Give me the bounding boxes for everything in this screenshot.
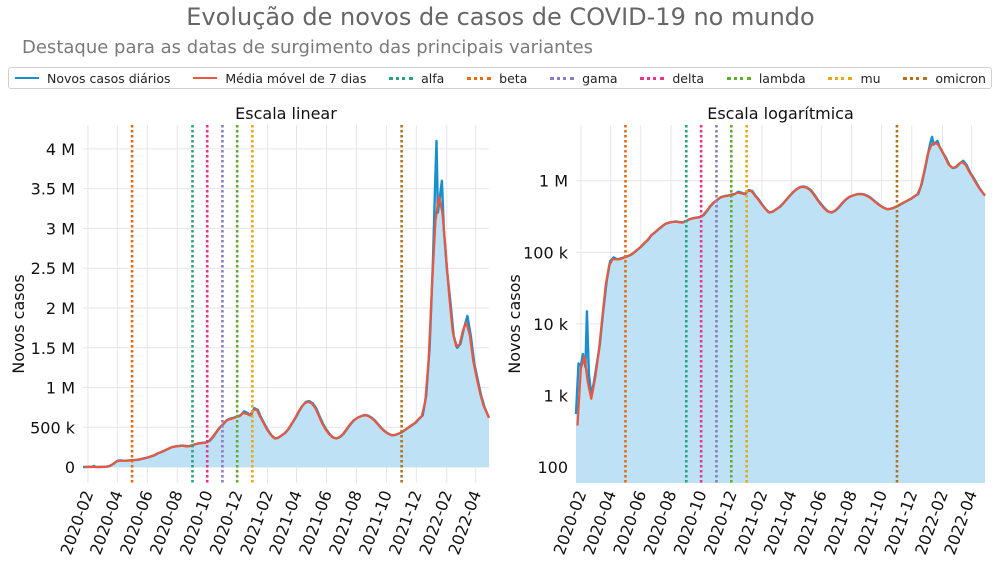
legend-swatch-gama <box>550 76 575 80</box>
legend-label: mu <box>860 70 881 86</box>
chart-title: Evolução de novos de casos de COVID-19 n… <box>186 3 815 31</box>
y-tick-label: 4 M <box>46 140 75 159</box>
moving-average-line <box>576 141 986 426</box>
panel-title: Escala linear <box>235 104 337 123</box>
y-tick-label: 3 M <box>46 219 75 238</box>
y-tick-label: 2.5 M <box>31 259 75 278</box>
legend-swatch-lambda <box>726 76 751 80</box>
daily-cases-area <box>83 140 489 468</box>
legend-label: beta <box>499 70 528 86</box>
legend-swatch-daily-cases <box>15 77 39 79</box>
legend-swatch-moving-average <box>193 77 218 79</box>
y-tick-label: 100 <box>537 458 568 477</box>
legend-item-moving-average: Média móvel de 7 dias <box>193 71 366 86</box>
legend-label: gama <box>582 70 618 86</box>
daily-cases-area <box>576 136 985 484</box>
moving-average-line <box>84 195 491 469</box>
y-tick-label: 500 k <box>30 418 76 437</box>
y-tick-label: 1 M <box>46 379 75 398</box>
y-tick-label: 1 M <box>539 172 568 191</box>
legend-item-daily-cases: Novos casos diários <box>15 71 171 86</box>
legend-swatch-omicron <box>903 76 928 80</box>
chart-subtitle: Destaque para as datas de surgimento das… <box>22 37 594 58</box>
y-tick-label: 10 k <box>533 315 568 334</box>
legend-swatch-beta <box>467 76 492 80</box>
y-tick-label: 2 M <box>46 299 75 318</box>
legend-swatch-delta <box>640 76 665 80</box>
y-tick-label: 0 <box>65 458 75 477</box>
legend-label: lambda <box>758 70 806 86</box>
legend-label: omicron <box>935 70 986 86</box>
legend-item-alfa: alfa <box>389 71 444 86</box>
legend-item-lambda: lambda <box>726 70 806 86</box>
y-tick-label: 100 k <box>523 243 569 262</box>
y-axis-label: Novos casos <box>505 274 524 374</box>
y-tick-label: 3.5 M <box>31 180 75 199</box>
legend-item-delta: delta <box>640 71 704 86</box>
legend-item-omicron: omicron <box>903 71 986 86</box>
panel-title: Escala logarítmica <box>707 104 854 123</box>
legend-swatch-alfa <box>389 76 414 80</box>
legend-item-beta: beta <box>467 71 527 86</box>
y-axis-label: Novos casos <box>9 274 28 374</box>
legend-label: alfa <box>421 70 445 86</box>
legend-label: delta <box>672 70 705 86</box>
legend: Novos casos diários Média móvel de 7 dia… <box>8 67 992 89</box>
legend-label: Média móvel de 7 dias <box>225 70 367 86</box>
y-tick-label: 1.5 M <box>31 339 75 358</box>
legend-item-mu: mu <box>828 70 881 86</box>
legend-swatch-mu <box>828 76 853 80</box>
legend-label: Novos casos diários <box>47 70 171 86</box>
y-tick-label: 1 k <box>543 387 568 406</box>
legend-item-gama: gama <box>550 70 618 86</box>
